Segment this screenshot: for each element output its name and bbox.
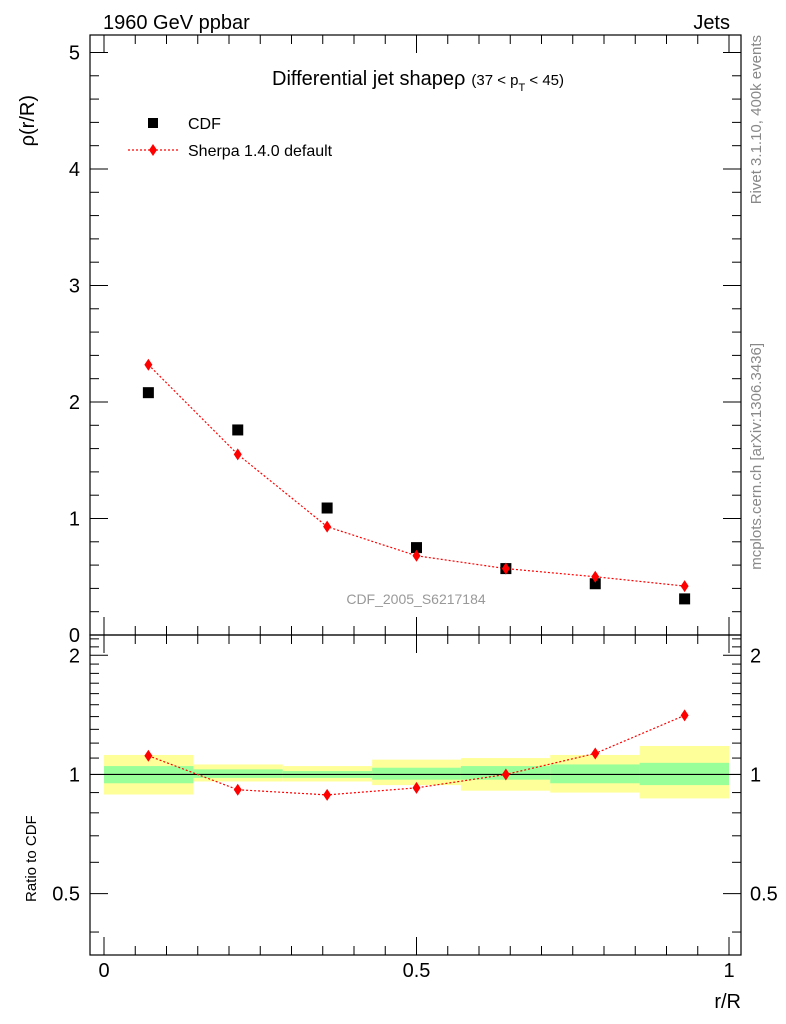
mcplots-reference-label: mcplots.cern.ch [arXiv:1306.3436]	[748, 343, 765, 570]
ratio-y-tick-label-right: 2	[750, 645, 761, 667]
ratio-panel: 0 0.5 1 0.5 0.5 1 1 2 2 Ratio to CDF r/R	[23, 634, 778, 1013]
ratio-y-tick-label: 1	[69, 764, 80, 786]
cdf-point	[589, 578, 601, 590]
sherpa-point	[233, 448, 242, 461]
sherpa-point	[412, 549, 421, 562]
x-axis-label: r/R	[714, 991, 741, 1013]
legend-sherpa-label: Sherpa 1.4.0 default	[188, 143, 333, 160]
cdf-point	[321, 502, 333, 514]
sherpa-ratio-point	[501, 768, 510, 781]
ratio-y-tick-label: 0.5	[52, 884, 80, 906]
sherpa-point	[591, 570, 600, 583]
sherpa-point	[680, 580, 689, 593]
sherpa-ratio-point	[233, 783, 242, 796]
main-y-tick-label: 1	[69, 508, 80, 530]
legend-cdf-marker	[148, 118, 158, 128]
ratio-y-tick-label-right: 0.5	[750, 884, 778, 906]
x-tick-label: 0.5	[403, 960, 431, 982]
legend-cdf-label: CDF	[188, 116, 221, 133]
y-axis-label: ρ(r/R)	[17, 95, 39, 146]
main-y-tick-label: 5	[69, 42, 80, 64]
main-panel: 0 1 2 3 4 5 Differential jet shapeρ (37 < pT <…	[17, 34, 742, 647]
ratio-inner-band	[193, 769, 283, 778]
header-energy-label: 1960 GeV ppbar	[103, 12, 250, 34]
legend-sherpa-marker	[149, 144, 157, 156]
main-y-tick-label: 4	[69, 159, 80, 181]
x-tick-label: 0	[98, 960, 109, 982]
ratio-axis-label: Ratio to CDF	[23, 815, 40, 902]
analysis-watermark: CDF_2005_S6217184	[346, 591, 486, 607]
sherpa-ratio-point	[144, 749, 153, 762]
rivet-version-label: Rivet 3.1.10, 400k events	[748, 35, 765, 204]
sherpa-ratio-point	[412, 781, 421, 794]
cdf-point	[232, 424, 244, 436]
header-process-label: Jets	[693, 12, 730, 34]
sherpa-point	[501, 562, 510, 575]
sherpa-ratio-point	[591, 747, 600, 760]
sherpa-ratio-point	[323, 788, 332, 801]
ratio-inner-band	[372, 767, 461, 780]
main-y-tick-label: 0	[69, 625, 80, 647]
cdf-point	[411, 542, 422, 554]
chart-title: Differential jet shapeρ (37 < pT < 45)	[272, 68, 564, 94]
sherpa-point	[144, 358, 153, 371]
cdf-point	[679, 593, 691, 605]
ratio-y-tick-label: 2	[69, 645, 80, 667]
main-y-tick-label: 2	[69, 392, 80, 414]
sherpa-ratio-point	[680, 709, 689, 722]
sherpa-point	[323, 520, 332, 533]
ratio-frame	[89, 634, 742, 956]
ratio-y-tick-label-right: 1	[750, 764, 761, 786]
x-tick-label: 1	[723, 960, 734, 982]
main-y-tick-label: 3	[69, 275, 80, 297]
cdf-point	[142, 387, 154, 399]
legend: CDF Sherpa 1.4.0 default	[128, 116, 333, 160]
